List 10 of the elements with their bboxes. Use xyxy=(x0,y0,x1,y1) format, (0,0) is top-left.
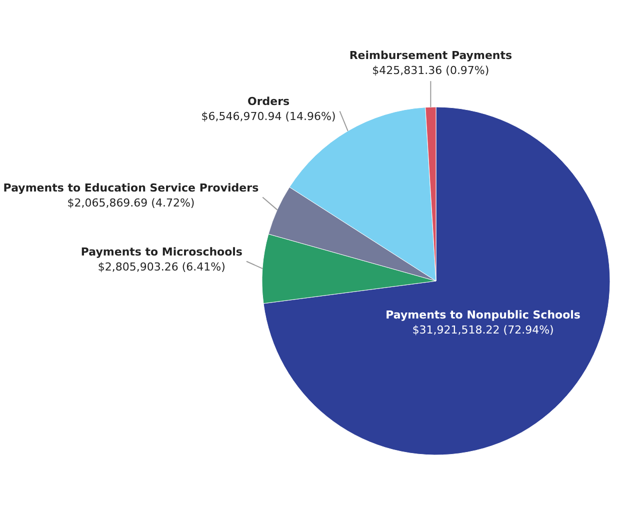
slice-label: Payments to Education Service Providers xyxy=(3,181,260,194)
slice-label: Payments to Nonpublic Schools xyxy=(386,308,581,322)
data-label: $2,065,869.69 (4.72%) xyxy=(67,196,195,210)
data-label: $31,921,518.22 (72.94%) xyxy=(412,323,554,336)
slice-label: Reimbursement Payments xyxy=(349,49,512,62)
slice-label: Orders xyxy=(247,95,290,108)
slice-label: Payments to Microschools xyxy=(80,245,243,258)
data-label: $425,831.36 (0.97%) xyxy=(372,64,490,78)
data-label: $2,805,903.26 (6.41%) xyxy=(98,260,226,274)
data-label: $6,546,970.94 (14.96%) xyxy=(201,110,336,124)
